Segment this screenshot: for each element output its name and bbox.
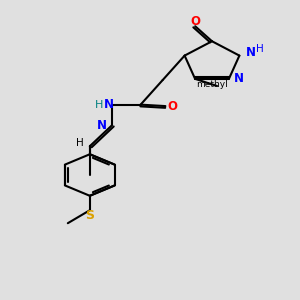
Text: N: N: [103, 98, 114, 111]
Text: N: N: [246, 46, 256, 59]
Text: O: O: [190, 15, 200, 28]
Text: S: S: [85, 209, 94, 222]
Text: H: H: [95, 100, 103, 110]
Text: O: O: [168, 100, 178, 112]
Text: H: H: [256, 44, 264, 54]
Text: H: H: [76, 138, 84, 148]
Text: N: N: [97, 119, 107, 132]
Text: N: N: [234, 72, 244, 85]
Text: methyl: methyl: [196, 80, 228, 88]
